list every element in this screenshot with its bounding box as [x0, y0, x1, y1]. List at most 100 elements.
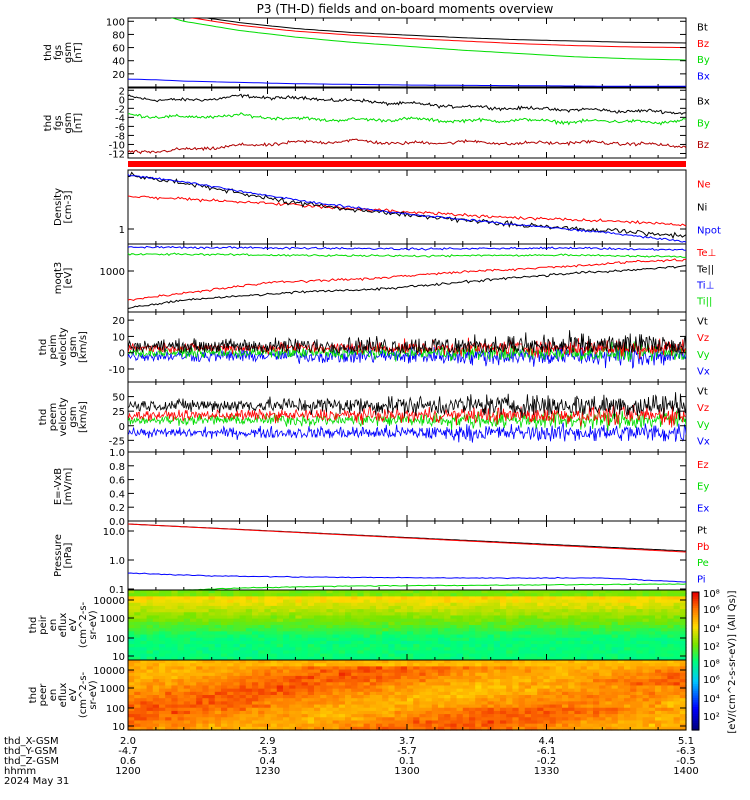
spectrogram-cell [183, 602, 191, 607]
spectrogram-cell [462, 634, 470, 639]
spectrogram-cell [159, 605, 166, 610]
spectrogram-cell [642, 625, 650, 629]
spectrogram-cell [394, 701, 402, 706]
spectrogram-cell [568, 609, 575, 613]
spectrogram-cell [345, 714, 352, 718]
spectrogram-cell [227, 723, 234, 728]
spectrogram-cell [190, 717, 197, 722]
spectrogram-cell [357, 596, 365, 601]
spectrogram-cell [661, 660, 668, 664]
spectrogram-cell [258, 691, 265, 696]
spectrogram-cell [295, 631, 303, 636]
spectrogram-cell [307, 701, 315, 706]
spectrogram-cell [407, 723, 414, 728]
spectrogram-cell [227, 704, 234, 709]
spectrogram-cell [630, 672, 637, 677]
spectrogram-cell [580, 593, 588, 597]
series-line-Pe [127, 572, 687, 583]
spectrogram-cell [239, 634, 247, 639]
spectrogram-cell [134, 618, 141, 623]
spectrogram-cell [295, 593, 303, 597]
spectrogram-cell [208, 660, 216, 664]
spectrogram-cell [593, 685, 600, 690]
spectrogram-cell [611, 653, 619, 658]
spectrogram-cell [196, 710, 203, 715]
spectrogram-cell [413, 590, 420, 594]
spectrogram-cell [208, 634, 216, 639]
spectrogram-cell [369, 647, 377, 652]
spectrogram-cell [320, 593, 327, 597]
panel-series-group [128, 93, 686, 155]
spectrogram-cell [469, 720, 476, 725]
spectrogram-cell [648, 698, 656, 702]
spectrogram-cell [506, 634, 513, 639]
spectrogram-cell [283, 726, 290, 731]
spectrogram-cell [524, 660, 532, 664]
spectrogram-cell [245, 688, 253, 693]
spectrogram-cell [524, 647, 532, 652]
series-line-Vt [128, 330, 686, 354]
spectrogram-cell [357, 701, 365, 706]
spectrogram-cell [264, 593, 272, 597]
spectrogram-cell [208, 707, 216, 712]
spectrogram-cell [289, 596, 296, 601]
spectrogram-cell [245, 637, 253, 642]
spectrogram-cell [667, 660, 675, 664]
spectrogram-cell [537, 679, 544, 683]
spectrogram-cell [140, 704, 148, 709]
spectrogram-cell [586, 723, 594, 728]
spectrogram-cell [481, 726, 489, 731]
spectrogram-cell [382, 618, 389, 623]
spectrogram-cell [376, 698, 383, 702]
spectrogram-cell [221, 625, 228, 629]
spectrogram-cell [450, 615, 458, 620]
spectrogram-cell [481, 723, 489, 728]
spectrogram-cell [549, 726, 557, 731]
spectrogram-cell [661, 701, 668, 706]
spectrogram-cell [518, 615, 526, 620]
spectrogram-ion [128, 590, 687, 661]
spectrogram-cell [506, 625, 513, 629]
spectrogram-cell [642, 710, 650, 715]
y-axis-label-line: (cm^2-s- [78, 601, 89, 648]
spectrogram-cell [487, 710, 495, 715]
spectrogram-cell [152, 644, 160, 648]
spectrogram-cell [549, 650, 557, 655]
spectrogram-cell [673, 726, 681, 731]
spectrogram-cell [679, 593, 687, 597]
spectrogram-cell [394, 656, 402, 661]
spectrogram-cell [444, 663, 451, 667]
spectrogram-cell [345, 710, 352, 715]
spectrogram-cell [177, 605, 185, 610]
spectrogram-cell [314, 590, 321, 594]
spectrogram-cell [493, 631, 501, 636]
spectrogram-cell [376, 628, 383, 632]
spectrogram-cell [413, 726, 420, 731]
spectrogram-cell [586, 717, 594, 722]
spectrogram-cell [431, 618, 439, 623]
spectrogram-cell [134, 672, 141, 677]
spectrogram-cell [400, 637, 408, 642]
spectrogram-cell [332, 691, 340, 696]
spectrogram-cell [655, 593, 662, 597]
spectrogram-cell [314, 615, 321, 620]
spectrogram-cell [345, 631, 352, 636]
spectrogram-cell [444, 656, 451, 661]
spectrogram-cell [252, 679, 259, 683]
spectrogram-cell [425, 688, 433, 693]
spectrogram-cell [630, 682, 637, 687]
spectrogram-cell [655, 679, 662, 683]
spectrogram-cell [283, 625, 290, 629]
spectrogram-cell [456, 698, 464, 702]
spectrogram-cell [152, 609, 160, 613]
spectrogram-cell [351, 618, 358, 623]
spectrogram-cell [617, 675, 625, 680]
spectrogram-cell [363, 640, 371, 645]
spectrogram-cell [438, 602, 445, 607]
colorbar-cell [692, 686, 699, 690]
spectrogram-cell [208, 650, 216, 655]
spectrogram-cell [221, 618, 228, 623]
spectrogram-cell [376, 612, 383, 617]
spectrogram-cell [642, 666, 650, 671]
spectrogram-cell [419, 672, 427, 677]
